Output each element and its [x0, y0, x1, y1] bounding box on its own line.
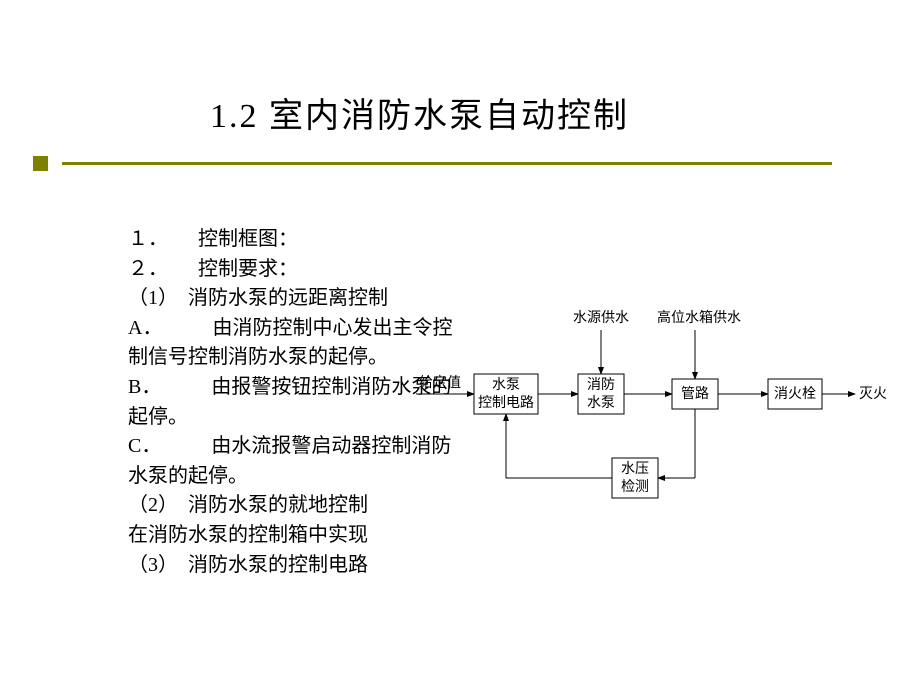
content-line: １． 控制框图：	[128, 225, 458, 255]
title-area: 1.2 室内消防水泵自动控制	[0, 0, 920, 185]
node-pipe-label: 管路	[681, 386, 709, 402]
page-title: 1.2 室内消防水泵自动控制	[210, 88, 920, 137]
label-setpoint: 给定值	[419, 375, 461, 391]
label-tank-src: 高位水箱供水	[657, 309, 741, 326]
node-ctrl-label1: 水泵	[492, 377, 520, 393]
title-bullet	[33, 156, 48, 171]
node-hydrant-label: 消火栓	[774, 386, 816, 402]
content-line: 在消防水泵的控制箱中实现	[128, 521, 458, 551]
content-line: A． 由消防控制中心发出主令控制信号控制消防水泵的起停。	[128, 314, 458, 373]
content-line: B． 由报警按钮控制消防水泵的起停。	[128, 373, 458, 432]
node-sensor-label2: 检测	[621, 479, 649, 495]
content-line: （2） 消防水泵的就地控制	[128, 491, 458, 521]
title-rule	[62, 162, 832, 165]
node-pump-label1: 消防	[587, 377, 615, 393]
flowchart-svg: 水泵 控制电路 消防 水泵 管路 消火栓 水压 检测 给定值 水源供水 高位水箱…	[410, 278, 900, 528]
label-water-src: 水源供水	[573, 310, 629, 326]
content-line: （1） 消防水泵的远距离控制	[128, 284, 458, 314]
content-line: ２． 控制要求：	[128, 255, 458, 285]
node-ctrl-label2: 控制电路	[478, 395, 534, 411]
content-line: （3） 消防水泵的控制电路	[128, 551, 458, 581]
content-line: C． 由水流报警启动器控制消防水泵的起停。	[128, 432, 458, 491]
node-sensor-label1: 水压	[621, 461, 649, 477]
label-fire-out: 灭火	[859, 386, 887, 402]
flowchart-diagram: 水泵 控制电路 消防 水泵 管路 消火栓 水压 检测 给定值 水源供水 高位水箱…	[410, 278, 900, 528]
content-text: １． 控制框图： ２． 控制要求： （1） 消防水泵的远距离控制 A． 由消防控…	[128, 225, 458, 580]
node-pump-label2: 水泵	[587, 395, 615, 411]
